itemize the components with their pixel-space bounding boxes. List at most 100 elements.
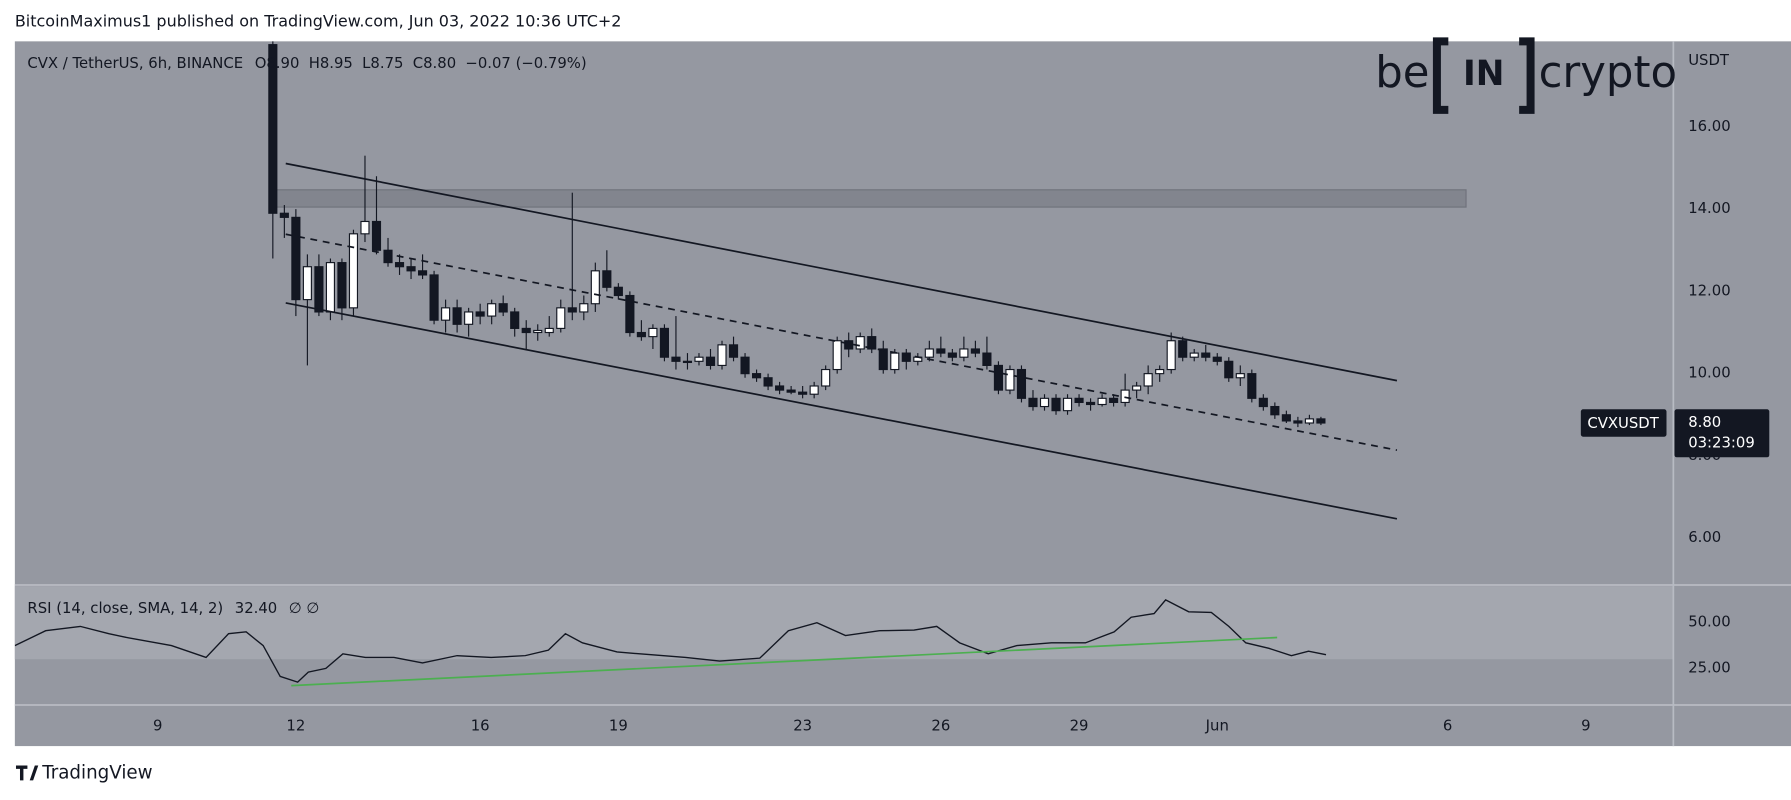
candle-body bbox=[970, 348, 980, 354]
change: −0.07 (−0.79%) bbox=[465, 55, 586, 72]
logo-brackets bbox=[1432, 37, 1535, 114]
candle-body bbox=[1120, 389, 1130, 404]
y-tick-label: 16.00 bbox=[1688, 118, 1730, 135]
candle-body bbox=[763, 377, 773, 387]
candle-body bbox=[1212, 356, 1222, 362]
y-tick-label: 10.00 bbox=[1688, 365, 1730, 382]
candle-body bbox=[394, 262, 405, 268]
y-tick-label: 6.00 bbox=[1688, 529, 1721, 546]
candle-body bbox=[544, 327, 554, 334]
price-tag: 8.80 bbox=[1688, 414, 1721, 431]
candle-body bbox=[1316, 418, 1326, 424]
candle-body bbox=[982, 352, 992, 366]
high-label: H bbox=[309, 55, 320, 72]
currency: USDT bbox=[1688, 52, 1730, 69]
candle-body bbox=[1086, 401, 1096, 406]
rsi-tick-label: 50.00 bbox=[1688, 614, 1730, 631]
legend: CVX / TetherUS, 6h, BINANCE O8.90 H8.95 … bbox=[27, 55, 586, 72]
candle-body bbox=[1178, 340, 1188, 358]
candle-body bbox=[682, 360, 693, 364]
candle-body bbox=[705, 356, 716, 366]
candle-body bbox=[417, 270, 428, 276]
candle-body bbox=[947, 352, 957, 358]
candle-body bbox=[625, 294, 635, 334]
candle-body bbox=[1235, 373, 1245, 379]
candle-body bbox=[1247, 373, 1257, 399]
candle-body bbox=[567, 307, 577, 313]
close-label: C bbox=[413, 55, 423, 72]
candle-body bbox=[348, 233, 359, 309]
price-tag-bg bbox=[1674, 409, 1770, 458]
candle-body bbox=[1224, 360, 1234, 379]
candle-body bbox=[464, 311, 474, 325]
candle-body bbox=[475, 311, 485, 317]
candle-body bbox=[867, 336, 877, 350]
candle-body bbox=[314, 266, 324, 313]
candle-body bbox=[648, 327, 658, 338]
rsi-tick-label: 25.00 bbox=[1688, 659, 1730, 676]
candle-body bbox=[1005, 368, 1015, 391]
candle-body bbox=[371, 220, 382, 251]
candle-body bbox=[579, 303, 589, 313]
candle-body bbox=[1281, 414, 1291, 422]
rsi-band bbox=[14, 586, 1674, 660]
x-tick-label: 23 bbox=[793, 718, 812, 735]
candle-body bbox=[844, 340, 854, 350]
x-tick-label: 19 bbox=[609, 718, 628, 735]
resistance-zone bbox=[269, 189, 1467, 208]
logo-right: crypto bbox=[1539, 48, 1677, 98]
candle-body bbox=[1270, 405, 1280, 416]
logo-middle: IN bbox=[1463, 54, 1504, 94]
rsi-title: RSI (14, close, SMA, 14, 2) bbox=[27, 600, 223, 617]
candle-body bbox=[1051, 397, 1061, 412]
footer: TradingView bbox=[41, 763, 152, 784]
candle-body bbox=[1293, 420, 1303, 424]
candle-body bbox=[717, 344, 727, 366]
candle-body bbox=[809, 385, 819, 395]
candle-body bbox=[279, 212, 289, 218]
open-label: O bbox=[255, 55, 267, 72]
candle-body bbox=[1028, 397, 1038, 408]
channel-line bbox=[285, 233, 1398, 451]
candle-body bbox=[1166, 340, 1176, 371]
x-tick-label: Jun bbox=[1205, 718, 1229, 735]
open-value: 8.90 bbox=[266, 55, 299, 72]
rsi-trendline bbox=[291, 636, 1278, 687]
candle-body bbox=[1132, 385, 1142, 391]
close-value: 8.80 bbox=[423, 55, 456, 72]
rsi-value: 32.40 bbox=[235, 600, 277, 617]
candle-body bbox=[268, 44, 278, 214]
candle-body bbox=[1097, 397, 1107, 406]
symbol: CVX / TetherUS, 6h, BINANCE bbox=[27, 55, 243, 72]
symbol-tag: CVXUSDT bbox=[1587, 415, 1659, 432]
candle-body bbox=[936, 348, 946, 354]
candle-body bbox=[1201, 352, 1211, 358]
candle-body bbox=[751, 373, 762, 379]
x-tick-label: 16 bbox=[471, 718, 490, 735]
candle-body bbox=[1258, 397, 1268, 408]
rsi-legend: RSI (14, close, SMA, 14, 2) 32.40 ∅ ∅ bbox=[27, 600, 319, 617]
candle-body bbox=[1304, 418, 1314, 424]
candle-body bbox=[291, 216, 301, 301]
y-tick-label: 14.00 bbox=[1688, 200, 1730, 217]
low-label: L bbox=[362, 55, 371, 72]
candle-body bbox=[383, 249, 393, 264]
y-tick-label: 12.00 bbox=[1688, 282, 1730, 299]
candle-body bbox=[821, 368, 831, 387]
candle-body bbox=[740, 356, 750, 375]
candle-body bbox=[602, 270, 612, 288]
candle-body bbox=[452, 307, 462, 325]
countdown: 03:23:09 bbox=[1688, 435, 1755, 452]
candle-body bbox=[636, 331, 646, 338]
candle-body bbox=[1143, 373, 1153, 387]
candle-body bbox=[775, 385, 785, 391]
channel-line bbox=[285, 302, 1398, 520]
candle-body bbox=[1109, 397, 1119, 404]
candle-body bbox=[924, 348, 934, 358]
x-tick-label: 6 bbox=[1443, 718, 1452, 735]
candle-body bbox=[556, 307, 566, 329]
candle-body bbox=[533, 329, 543, 334]
header: BitcoinMaximus1 published on TradingView… bbox=[15, 11, 622, 30]
x-tick-label: 26 bbox=[931, 718, 950, 735]
